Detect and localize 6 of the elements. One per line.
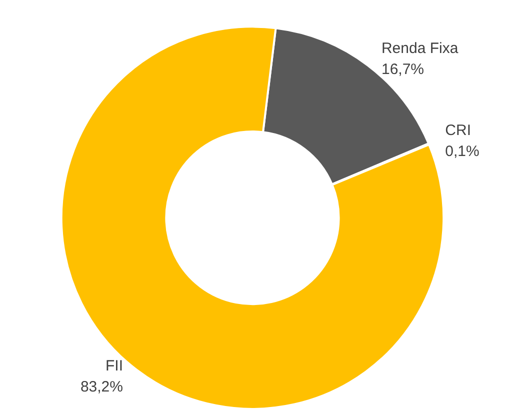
slice-label: Renda Fixa [381,40,459,57]
data-label: 83,2% [80,378,123,396]
data-label: 0,1% [445,142,480,160]
slice-label: CRI [445,122,472,139]
data-label: 16,7% [381,60,424,78]
slice-label: FII [105,357,123,374]
